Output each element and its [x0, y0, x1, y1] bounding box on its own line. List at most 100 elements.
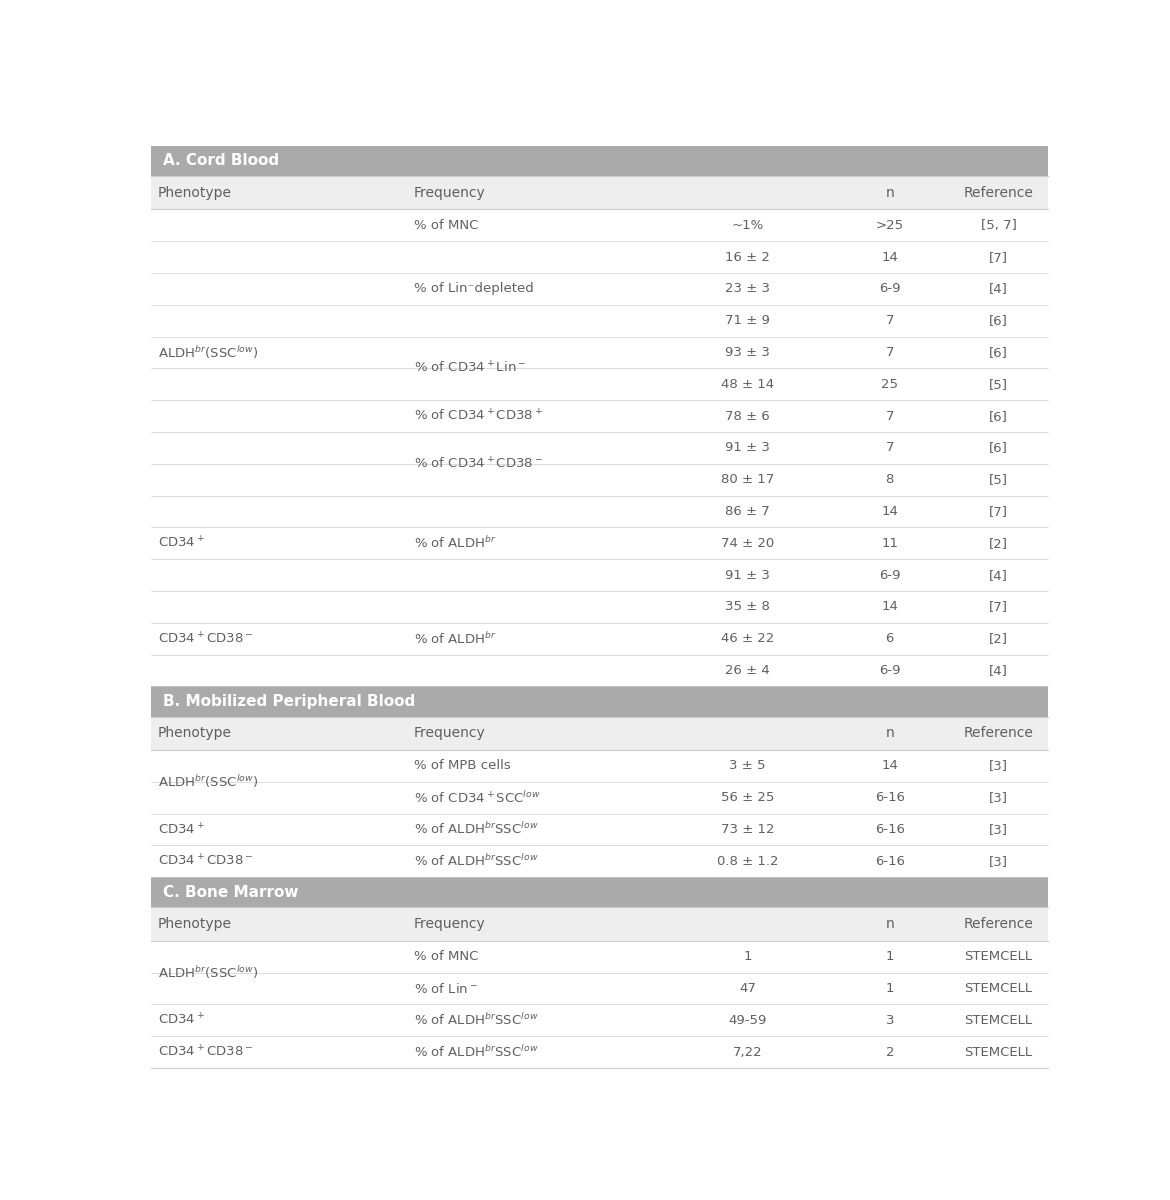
Text: [3]: [3]	[989, 823, 1009, 836]
Text: [2]: [2]	[989, 632, 1009, 646]
Bar	[151, 1004, 1048, 1037]
Text: 35 ± 8: 35 ± 8	[725, 600, 770, 613]
Text: [5]: [5]	[989, 473, 1009, 486]
Text: % of CD34$^+$Lin$^-$: % of CD34$^+$Lin$^-$	[414, 361, 525, 376]
Text: 6-16: 6-16	[875, 854, 904, 868]
Text: STEMCELL: STEMCELL	[964, 1045, 1033, 1058]
Text: % of MNC: % of MNC	[414, 950, 479, 964]
Text: % of CD34$^+$SCC$^{low}$: % of CD34$^+$SCC$^{low}$	[414, 790, 541, 805]
Text: 56 ± 25: 56 ± 25	[721, 791, 775, 804]
Text: % of ALDH$^{br}$: % of ALDH$^{br}$	[414, 535, 496, 551]
Text: CD34$^+$: CD34$^+$	[158, 535, 205, 551]
Text: % of ALDH$^{br}$SSC$^{low}$: % of ALDH$^{br}$SSC$^{low}$	[414, 822, 538, 838]
Text: A. Cord Blood: A. Cord Blood	[163, 154, 278, 168]
Text: 47: 47	[739, 982, 756, 995]
Text: [7]: [7]	[989, 251, 1009, 264]
Text: % of ALDH$^{br}$SSC$^{low}$: % of ALDH$^{br}$SSC$^{low}$	[414, 1044, 538, 1060]
Bar	[151, 750, 1048, 814]
Text: 49-59: 49-59	[728, 1014, 766, 1027]
Text: 6-16: 6-16	[875, 823, 904, 836]
Bar	[151, 176, 1048, 210]
Text: 7: 7	[886, 346, 894, 359]
Text: [7]: [7]	[989, 505, 1009, 518]
Text: % of Lin⁻depleted: % of Lin⁻depleted	[414, 282, 534, 295]
Text: 6-16: 6-16	[875, 791, 904, 804]
Text: ALDH$^{br}$(SSC$^{low}$): ALDH$^{br}$(SSC$^{low}$)	[158, 773, 259, 791]
Text: % of Lin$^-$: % of Lin$^-$	[414, 982, 477, 996]
Text: % of ALDH$^{br}$SSC$^{low}$: % of ALDH$^{br}$SSC$^{low}$	[414, 853, 538, 869]
Text: Phenotype: Phenotype	[158, 186, 232, 199]
Text: 91 ± 3: 91 ± 3	[725, 442, 770, 455]
Text: 25: 25	[881, 378, 899, 391]
Text: 1: 1	[886, 950, 894, 964]
Bar	[151, 210, 1048, 496]
Text: 91 ± 3: 91 ± 3	[725, 569, 770, 582]
Text: 74 ± 20: 74 ± 20	[721, 536, 775, 550]
Bar	[151, 877, 1048, 907]
Text: 48 ± 14: 48 ± 14	[721, 378, 775, 391]
Bar	[151, 496, 1048, 592]
Text: 14: 14	[881, 760, 899, 773]
Text: [3]: [3]	[989, 760, 1009, 773]
Text: 93 ± 3: 93 ± 3	[725, 346, 770, 359]
Text: CD34$^+$: CD34$^+$	[158, 1013, 205, 1028]
Text: 23 ± 3: 23 ± 3	[725, 282, 770, 295]
Bar	[151, 146, 1048, 176]
Text: n: n	[886, 726, 894, 740]
Text: Frequency: Frequency	[414, 917, 486, 931]
Text: [3]: [3]	[989, 791, 1009, 804]
Text: 16 ± 2: 16 ± 2	[725, 251, 770, 264]
Text: 6-9: 6-9	[879, 282, 901, 295]
Text: Phenotype: Phenotype	[158, 726, 232, 740]
Text: Frequency: Frequency	[414, 186, 486, 199]
Text: 46 ± 22: 46 ± 22	[721, 632, 775, 646]
Bar	[151, 907, 1048, 941]
Text: 14: 14	[881, 600, 899, 613]
Text: % of MNC: % of MNC	[414, 218, 479, 232]
Text: 86 ± 7: 86 ± 7	[725, 505, 770, 518]
Bar	[151, 686, 1048, 716]
Text: [7]: [7]	[989, 600, 1009, 613]
Text: 1: 1	[886, 982, 894, 995]
Text: CD34$^+$: CD34$^+$	[158, 822, 205, 838]
Text: 8: 8	[886, 473, 894, 486]
Text: >25: >25	[875, 218, 904, 232]
Text: [5, 7]: [5, 7]	[980, 218, 1017, 232]
Text: 6: 6	[886, 632, 894, 646]
Text: [2]: [2]	[989, 536, 1009, 550]
Text: 26 ± 4: 26 ± 4	[725, 664, 770, 677]
Text: 3: 3	[886, 1014, 894, 1027]
Text: % of MPB cells: % of MPB cells	[414, 760, 510, 773]
Text: [6]: [6]	[989, 346, 1009, 359]
Text: CD34$^+$CD38$^-$: CD34$^+$CD38$^-$	[158, 631, 253, 647]
Bar	[151, 716, 1048, 750]
Text: 0.8 ± 1.2: 0.8 ± 1.2	[717, 854, 778, 868]
Text: % of CD34$^+$CD38$^-$: % of CD34$^+$CD38$^-$	[414, 456, 543, 472]
Text: 14: 14	[881, 251, 899, 264]
Bar	[151, 846, 1048, 877]
Text: STEMCELL: STEMCELL	[964, 950, 1033, 964]
Text: [5]: [5]	[989, 378, 1009, 391]
Text: 7: 7	[886, 409, 894, 422]
Text: [6]: [6]	[989, 409, 1009, 422]
Text: ALDH$^{br}$(SSC$^{low}$): ALDH$^{br}$(SSC$^{low}$)	[158, 964, 259, 982]
Text: ALDH$^{br}$(SSC$^{low}$): ALDH$^{br}$(SSC$^{low}$)	[158, 344, 259, 361]
Text: 14: 14	[881, 505, 899, 518]
Text: [4]: [4]	[989, 282, 1009, 295]
Text: Phenotype: Phenotype	[158, 917, 232, 931]
Text: 1: 1	[743, 950, 751, 964]
Bar	[151, 941, 1048, 1004]
Text: 3 ± 5: 3 ± 5	[729, 760, 765, 773]
Text: % of ALDH$^{br}$SSC$^{low}$: % of ALDH$^{br}$SSC$^{low}$	[414, 1013, 538, 1028]
Text: n: n	[886, 917, 894, 931]
Text: 7: 7	[886, 314, 894, 328]
Text: Reference: Reference	[964, 917, 1033, 931]
Text: [3]: [3]	[989, 854, 1009, 868]
Text: 2: 2	[886, 1045, 894, 1058]
Text: 78 ± 6: 78 ± 6	[725, 409, 770, 422]
Text: [4]: [4]	[989, 569, 1009, 582]
Text: 6-9: 6-9	[879, 664, 901, 677]
Text: [6]: [6]	[989, 442, 1009, 455]
Text: 80 ± 17: 80 ± 17	[721, 473, 775, 486]
Text: % of ALDH$^{br}$: % of ALDH$^{br}$	[414, 631, 496, 647]
